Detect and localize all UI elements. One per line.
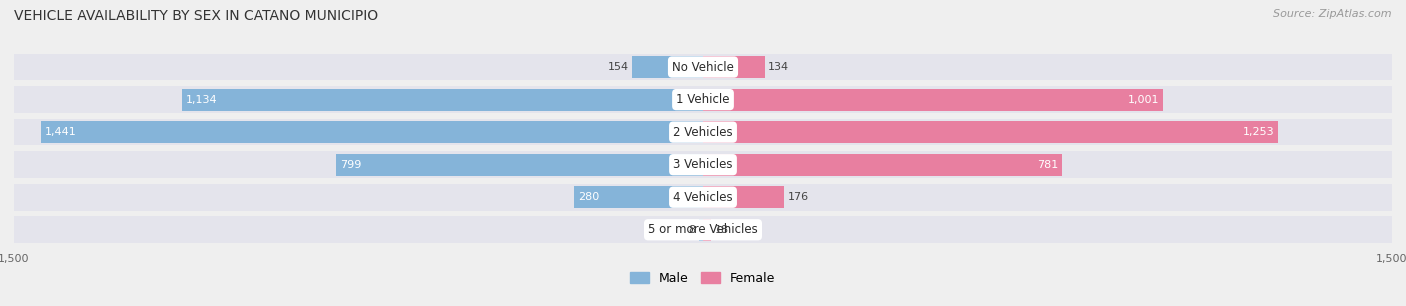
Bar <box>14 86 1392 113</box>
Text: 176: 176 <box>787 192 808 202</box>
Text: VEHICLE AVAILABILITY BY SEX IN CATANO MUNICIPIO: VEHICLE AVAILABILITY BY SEX IN CATANO MU… <box>14 9 378 23</box>
Bar <box>14 119 1392 145</box>
Text: 18: 18 <box>714 225 730 235</box>
Bar <box>336 154 703 176</box>
Text: 1 Vehicle: 1 Vehicle <box>676 93 730 106</box>
Text: 134: 134 <box>768 62 789 72</box>
Bar <box>575 186 703 208</box>
Text: 1,001: 1,001 <box>1128 95 1159 105</box>
Text: 799: 799 <box>340 160 361 170</box>
Bar <box>14 54 1392 80</box>
Text: 1,134: 1,134 <box>186 95 218 105</box>
Legend: Male, Female: Male, Female <box>626 267 780 290</box>
Bar <box>41 121 703 143</box>
Bar <box>183 88 703 111</box>
Text: 1,441: 1,441 <box>45 127 76 137</box>
Text: 2 Vehicles: 2 Vehicles <box>673 126 733 139</box>
Bar <box>703 121 1278 143</box>
Bar <box>703 56 765 78</box>
Bar <box>703 219 711 241</box>
Text: 4 Vehicles: 4 Vehicles <box>673 191 733 204</box>
Bar <box>14 184 1392 211</box>
Bar <box>14 216 1392 243</box>
Text: 154: 154 <box>607 62 628 72</box>
Bar <box>14 151 1392 178</box>
Text: 781: 781 <box>1036 160 1059 170</box>
Bar <box>703 88 1163 111</box>
Bar <box>699 219 703 241</box>
Text: 3 Vehicles: 3 Vehicles <box>673 158 733 171</box>
Text: 1,253: 1,253 <box>1243 127 1275 137</box>
Text: 5 or more Vehicles: 5 or more Vehicles <box>648 223 758 236</box>
Text: Source: ZipAtlas.com: Source: ZipAtlas.com <box>1274 9 1392 19</box>
Bar <box>633 56 703 78</box>
Text: 280: 280 <box>578 192 599 202</box>
Bar <box>703 154 1062 176</box>
Bar <box>703 186 783 208</box>
Text: 8: 8 <box>689 225 696 235</box>
Text: No Vehicle: No Vehicle <box>672 61 734 73</box>
